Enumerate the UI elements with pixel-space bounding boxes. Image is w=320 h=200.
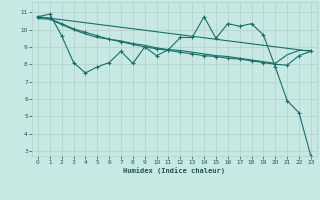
X-axis label: Humidex (Indice chaleur): Humidex (Indice chaleur) [124,167,225,174]
